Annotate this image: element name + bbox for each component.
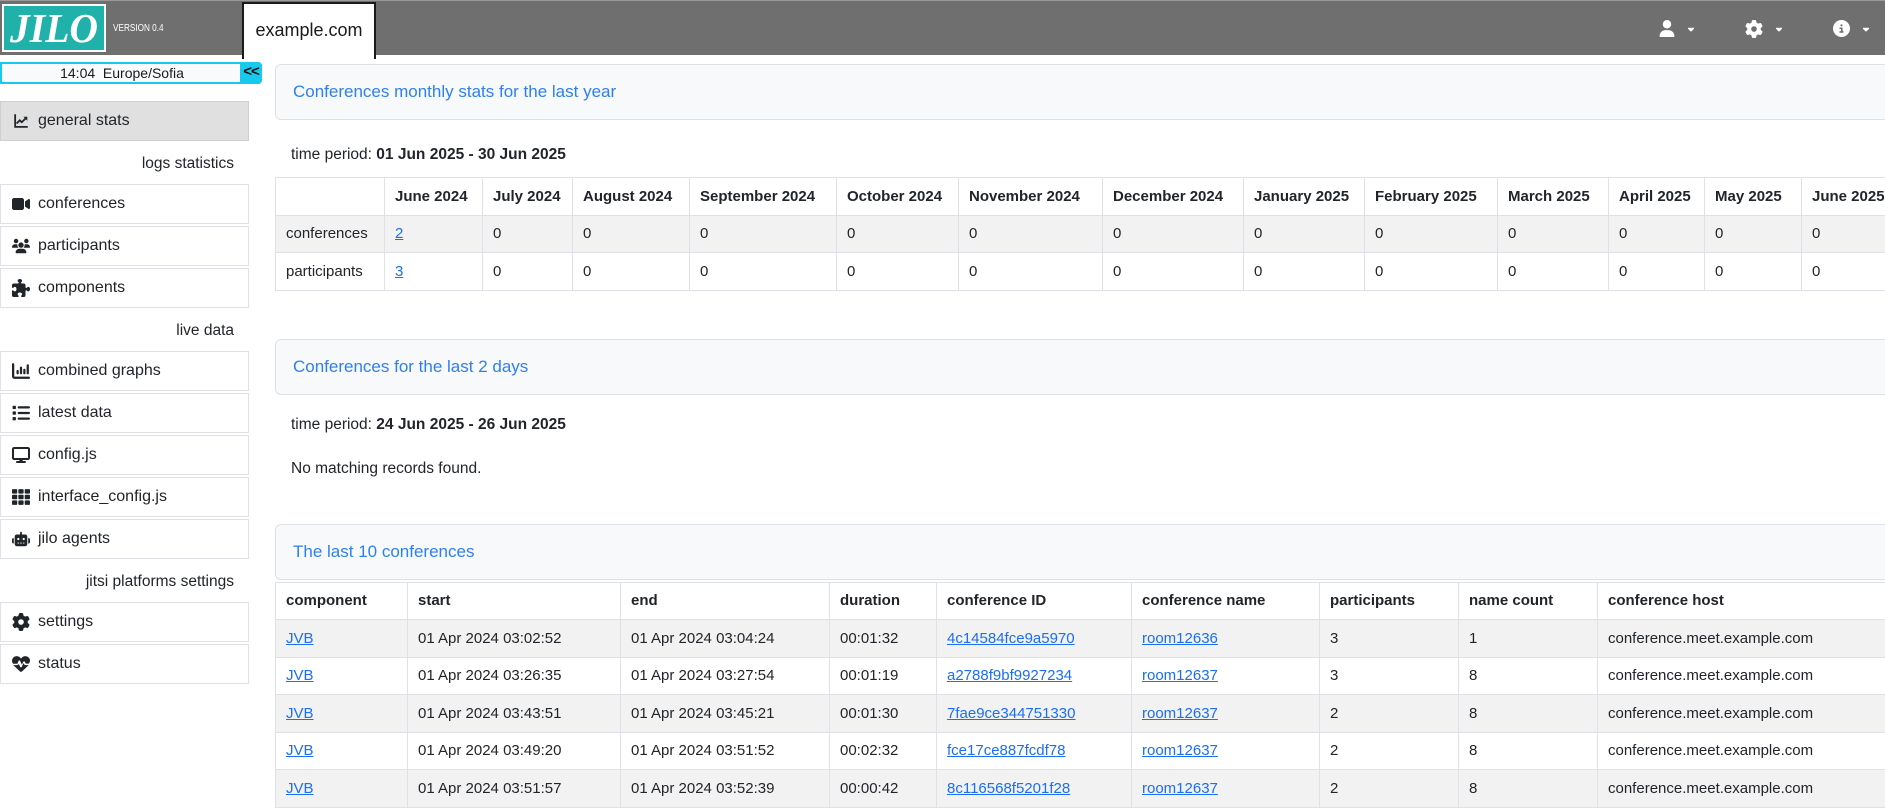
svg-text:JILO: JILO <box>9 6 98 50</box>
